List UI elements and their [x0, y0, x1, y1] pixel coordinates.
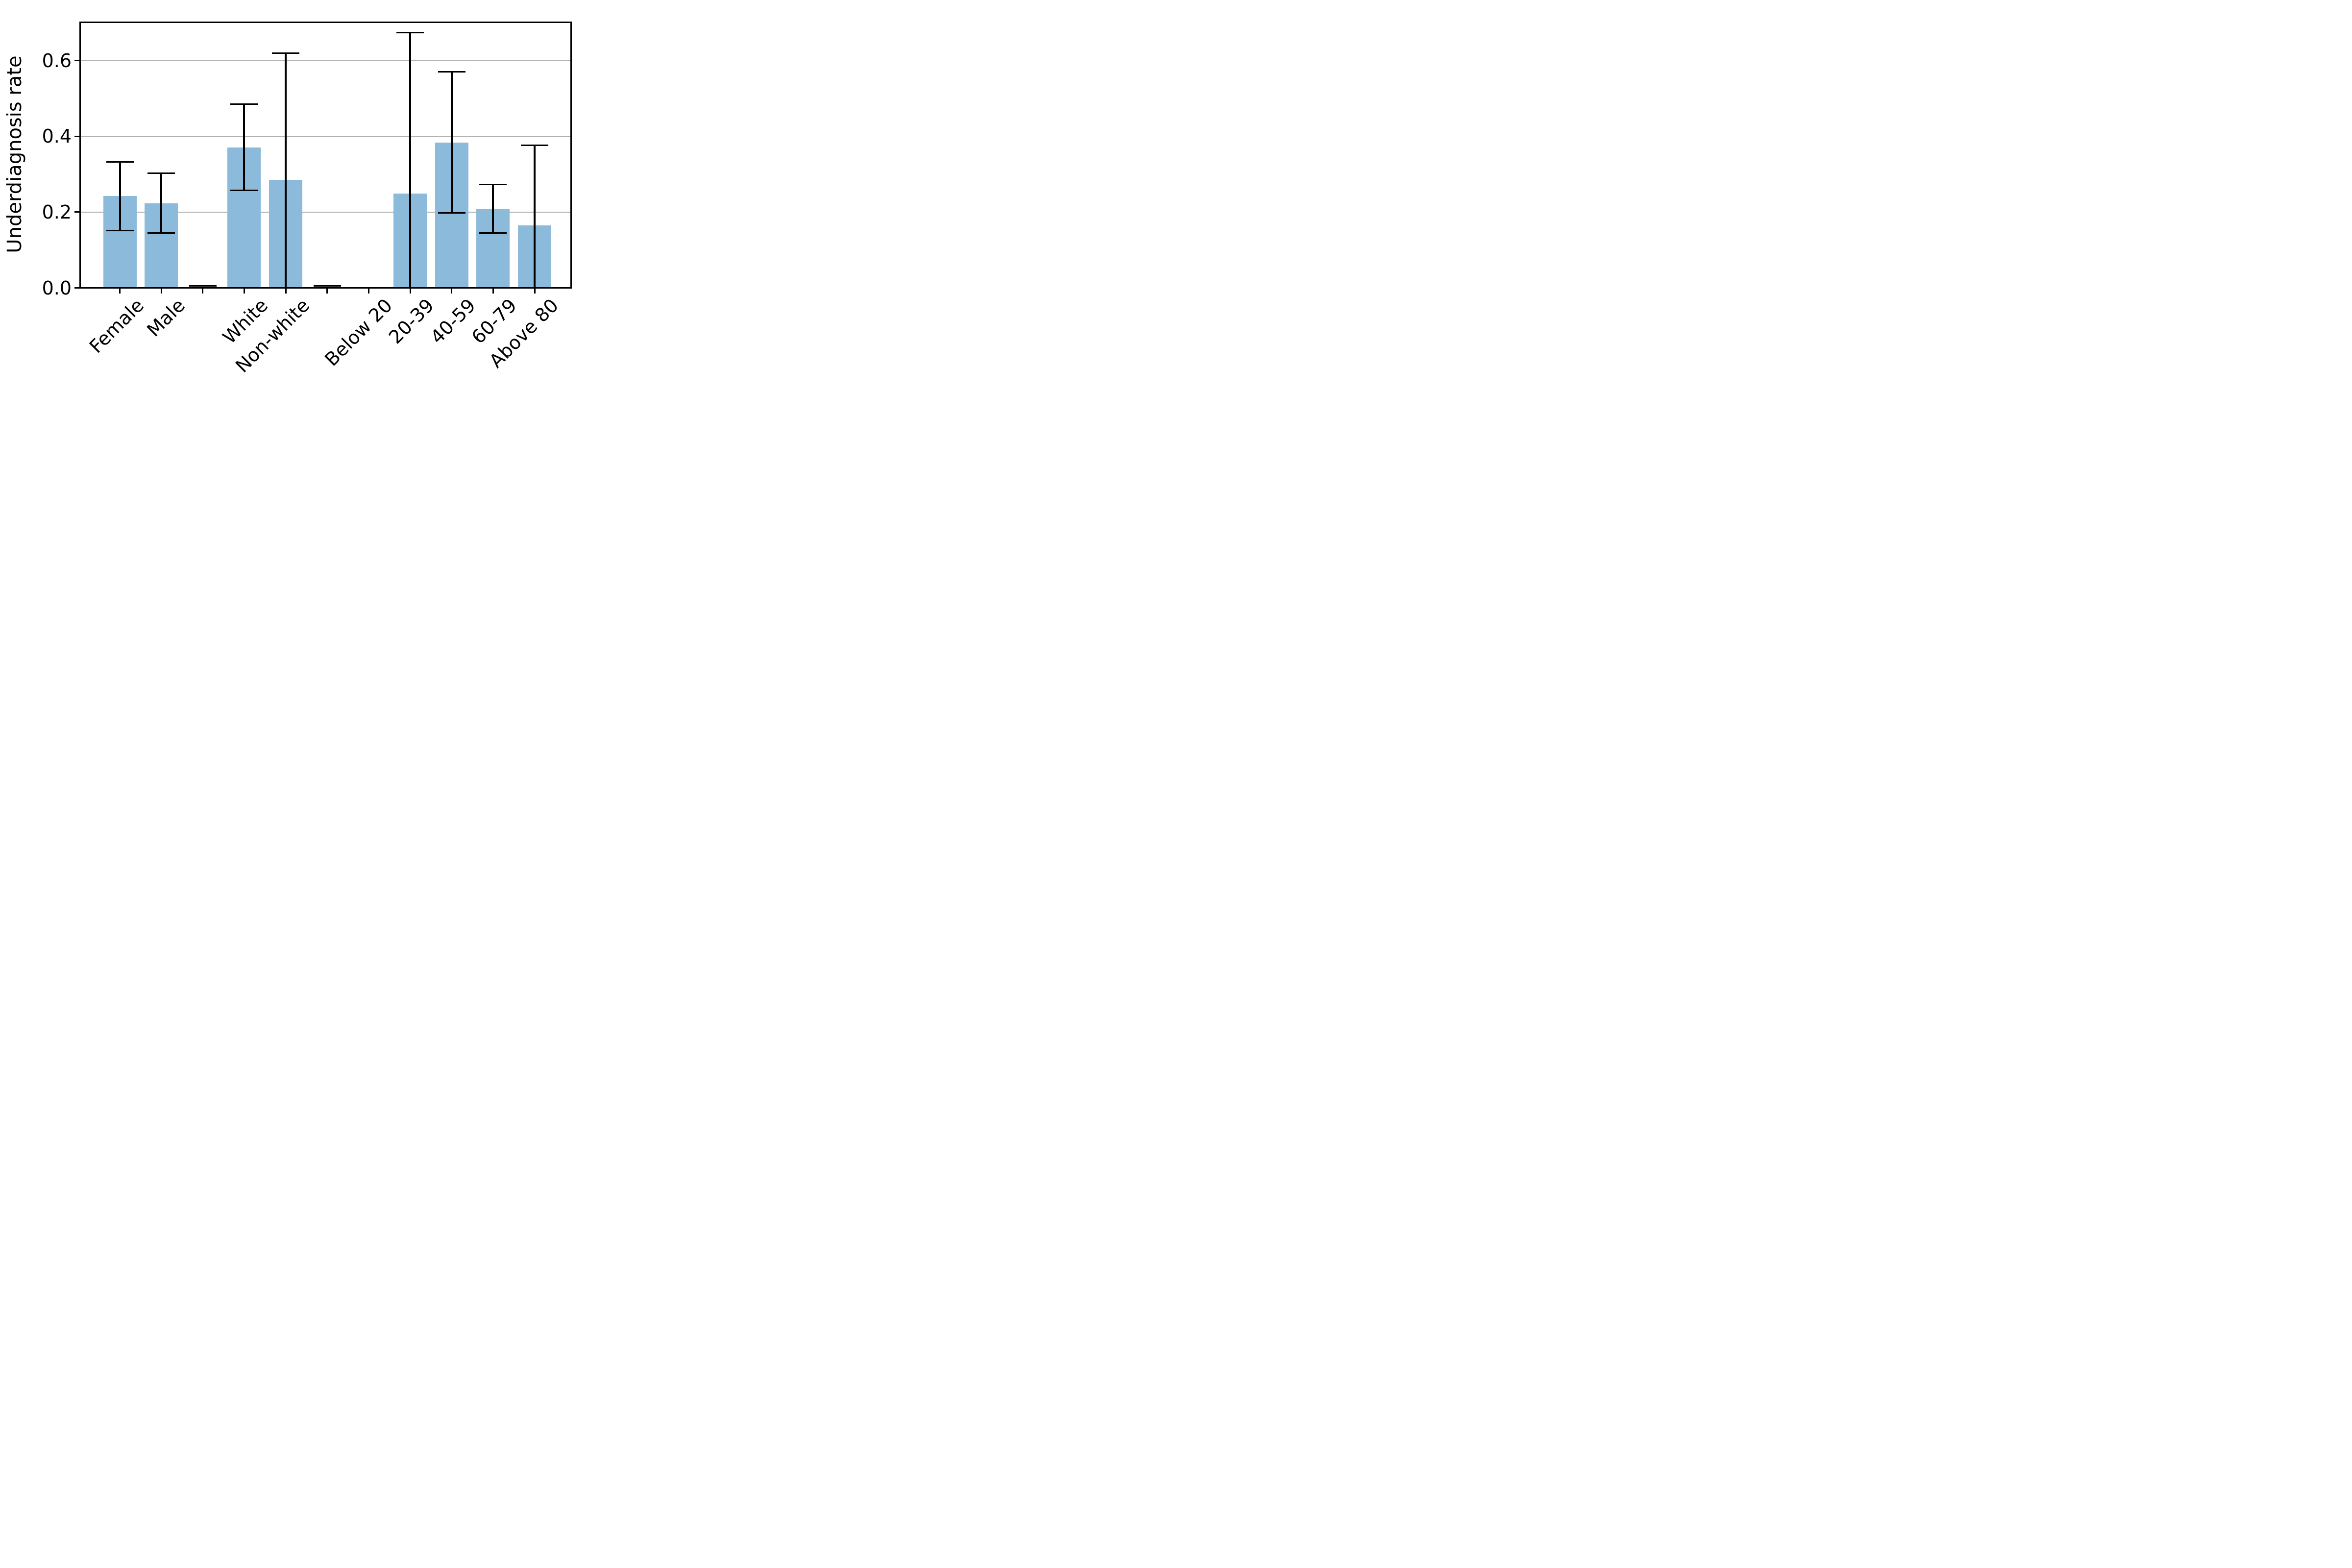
x-tick-spacer-5: [326, 289, 328, 294]
error-cap-zero-2: [189, 285, 217, 287]
y-tick-label-0.4: 0.4: [42, 125, 72, 147]
error-line-above-80: [534, 145, 536, 287]
error-cap-high-white: [230, 103, 258, 105]
error-cap-high-40-59: [438, 71, 466, 73]
y-tick-0.4: [74, 135, 79, 137]
error-line-40-59: [450, 72, 453, 213]
left-spine: [79, 22, 81, 289]
error-line-white: [243, 104, 245, 191]
error-cap-high-above-80: [521, 144, 548, 146]
y-tick-label-0.2: 0.2: [42, 201, 72, 223]
error-cap-zero-5: [313, 285, 341, 287]
error-cap-low-female: [106, 229, 134, 231]
y-tick-0.6: [74, 60, 79, 62]
x-tick-non-white: [285, 289, 287, 294]
error-cap-low-white: [230, 190, 258, 192]
error-cap-high-20-39: [396, 32, 424, 34]
x-tick-above-80: [534, 289, 536, 294]
bar-chart-figure: Underdiagnosis rate Female Male White Non-w…: [0, 0, 588, 392]
error-cap-low-male: [147, 232, 175, 234]
x-tick-below-20: [368, 289, 369, 294]
y-tick-0.2: [74, 211, 79, 213]
error-cap-high-60-79: [479, 183, 507, 185]
error-cap-high-male: [147, 172, 175, 174]
gridline-y-0.2: [81, 211, 570, 213]
x-tick-60-79: [492, 289, 494, 294]
x-tick-female: [119, 289, 121, 294]
right-spine: [570, 22, 572, 289]
error-line-non-white: [285, 53, 287, 287]
x-tick-40-59: [451, 289, 453, 294]
bottom-spine: [79, 287, 572, 289]
gridline-y-0.6: [81, 60, 570, 61]
y-tick-0.0: [74, 287, 79, 289]
y-tick-label-0.0: 0.0: [42, 277, 72, 299]
top-spine: [79, 22, 572, 23]
gridline-y-0.4: [81, 136, 570, 137]
x-tick-white: [243, 289, 245, 294]
x-tick-male: [160, 289, 162, 294]
error-cap-low-60-79: [479, 232, 507, 234]
error-line-20-39: [409, 32, 412, 287]
error-line-60-79: [492, 184, 494, 233]
error-cap-low-40-59: [438, 212, 466, 214]
y-tick-label-0.6: 0.6: [42, 49, 72, 72]
error-cap-high-non-white: [272, 52, 300, 54]
error-line-male: [160, 173, 163, 233]
x-tick-20-39: [409, 289, 411, 294]
error-line-female: [119, 162, 121, 230]
error-cap-high-female: [106, 161, 134, 163]
x-tick-spacer-2: [202, 289, 204, 294]
